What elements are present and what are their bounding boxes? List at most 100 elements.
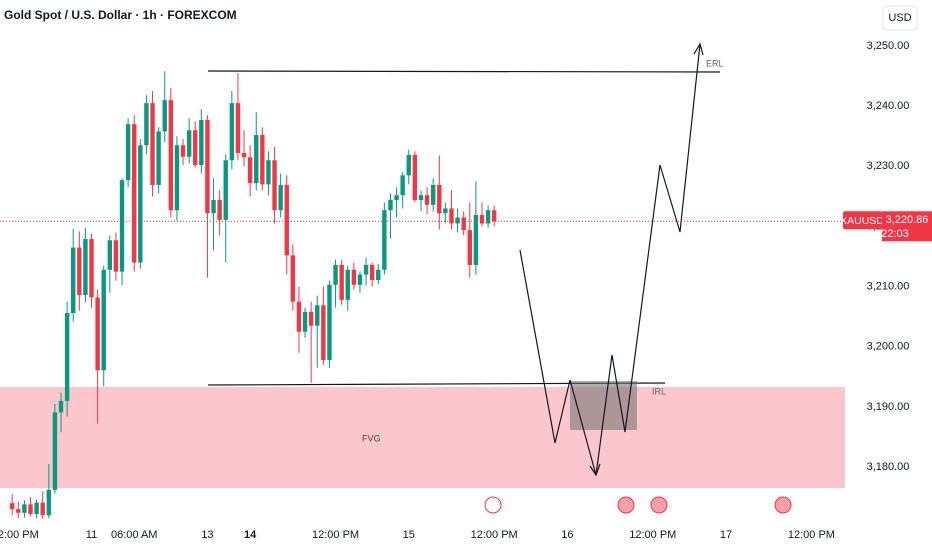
candle-body [10, 503, 15, 510]
candle-body [223, 160, 228, 220]
countdown: 22:03 [881, 228, 909, 240]
x-tick-label: 11 [86, 529, 97, 541]
x-tick-label: 13 [201, 529, 213, 541]
candle-body [351, 269, 357, 285]
candle-body [339, 264, 344, 300]
candle-body [254, 135, 259, 184]
candle-body [205, 120, 210, 214]
candle-body [211, 200, 216, 214]
event-icon [617, 496, 635, 514]
candle-body [424, 195, 430, 205]
candle-body [113, 240, 119, 272]
currency: USD [888, 12, 911, 24]
event-icons [484, 496, 792, 514]
x-tick-label: 16 [561, 529, 573, 541]
candle-body [406, 154, 411, 176]
candle-body [119, 180, 125, 272]
candle-body [138, 145, 143, 263]
candle-body [132, 124, 137, 263]
candle-body [284, 184, 289, 256]
x-tick-label: 2:00 PM [0, 529, 39, 541]
candle-body [430, 184, 436, 205]
x-tick-label: 06:00 AM [111, 529, 157, 541]
candle-body [327, 284, 332, 360]
candle-body [443, 208, 448, 214]
candle-body [455, 217, 460, 224]
candle-body [376, 269, 381, 280]
candle-body [107, 240, 113, 270]
event-icon [484, 496, 502, 514]
candle-body [388, 200, 393, 211]
candle-body [22, 504, 27, 513]
x-tick-label: 14 [244, 529, 257, 541]
y-tick-label: 3,250.00 [867, 40, 910, 52]
candle-body [83, 239, 88, 296]
candle-body [333, 264, 338, 285]
candle-body [321, 305, 326, 360]
candle-body [382, 210, 387, 270]
candle-body [394, 195, 399, 200]
candle-body [308, 311, 314, 326]
candle-body [199, 120, 204, 166]
candle-body [357, 274, 363, 285]
candle-body [168, 100, 174, 211]
candle-body [369, 264, 375, 280]
candle-body [144, 103, 149, 146]
candle-body [290, 255, 296, 302]
event-icon [774, 496, 792, 514]
candle-body [266, 160, 271, 185]
y-tick-label: 3,190.00 [867, 401, 910, 413]
x-tick-label: 12:00 PM [471, 529, 518, 541]
candle-body [217, 200, 222, 220]
erl-line [207, 70, 721, 73]
candle-body [412, 154, 418, 200]
currency-box [882, 5, 918, 31]
candle-body [64, 313, 70, 401]
x-tick-label: 12:00 PM [788, 529, 835, 541]
candles [10, 71, 497, 519]
candle-body [278, 184, 283, 211]
candle-body [186, 130, 192, 157]
symbol-label: XAUUSD [840, 215, 884, 227]
candle-body [89, 239, 94, 298]
price-box [882, 211, 932, 242]
candle-body [150, 103, 155, 185]
candle-body [473, 215, 479, 265]
candle-body [125, 124, 131, 181]
candle-body [52, 412, 58, 490]
y-tick-label: 3,180.00 [867, 461, 910, 473]
symbol-box [843, 211, 882, 230]
arrow-head [589, 463, 601, 477]
y-tick-label: 3,210.00 [867, 281, 910, 293]
candle-body [235, 103, 241, 154]
candle-body [315, 305, 320, 326]
candle-body [272, 160, 277, 211]
candle-body [247, 157, 253, 184]
x-tick-label: 15 [403, 529, 415, 541]
candle-body [449, 208, 454, 224]
erl-label: ERL [706, 58, 724, 68]
chart-title: Gold Spot / U.S. Dollar · 1h · FOREXCOM [4, 8, 237, 22]
candle-body [461, 217, 466, 231]
candle-body [345, 269, 350, 300]
candle-body [156, 131, 161, 185]
candle-body [71, 247, 76, 314]
y-tick-label: 3,230.00 [867, 160, 910, 172]
candle-body [193, 130, 198, 166]
candle-body [95, 297, 100, 371]
candle-body [479, 215, 485, 224]
fvg-zone [0, 387, 845, 488]
fvg-label: FVG [362, 433, 381, 443]
last-price-label: 3,220.86 [886, 214, 929, 226]
candle-body [58, 400, 64, 413]
candle-body [363, 264, 369, 275]
candle-body [491, 210, 497, 222]
y-tick-label: 3,240.00 [867, 100, 910, 112]
candle-body [101, 269, 106, 371]
candle-body [302, 311, 308, 332]
x-tick-label: 12:00 PM [629, 529, 676, 541]
event-icon [650, 496, 668, 514]
x-tick-label: 17 [720, 529, 732, 541]
candle-body [437, 184, 442, 214]
